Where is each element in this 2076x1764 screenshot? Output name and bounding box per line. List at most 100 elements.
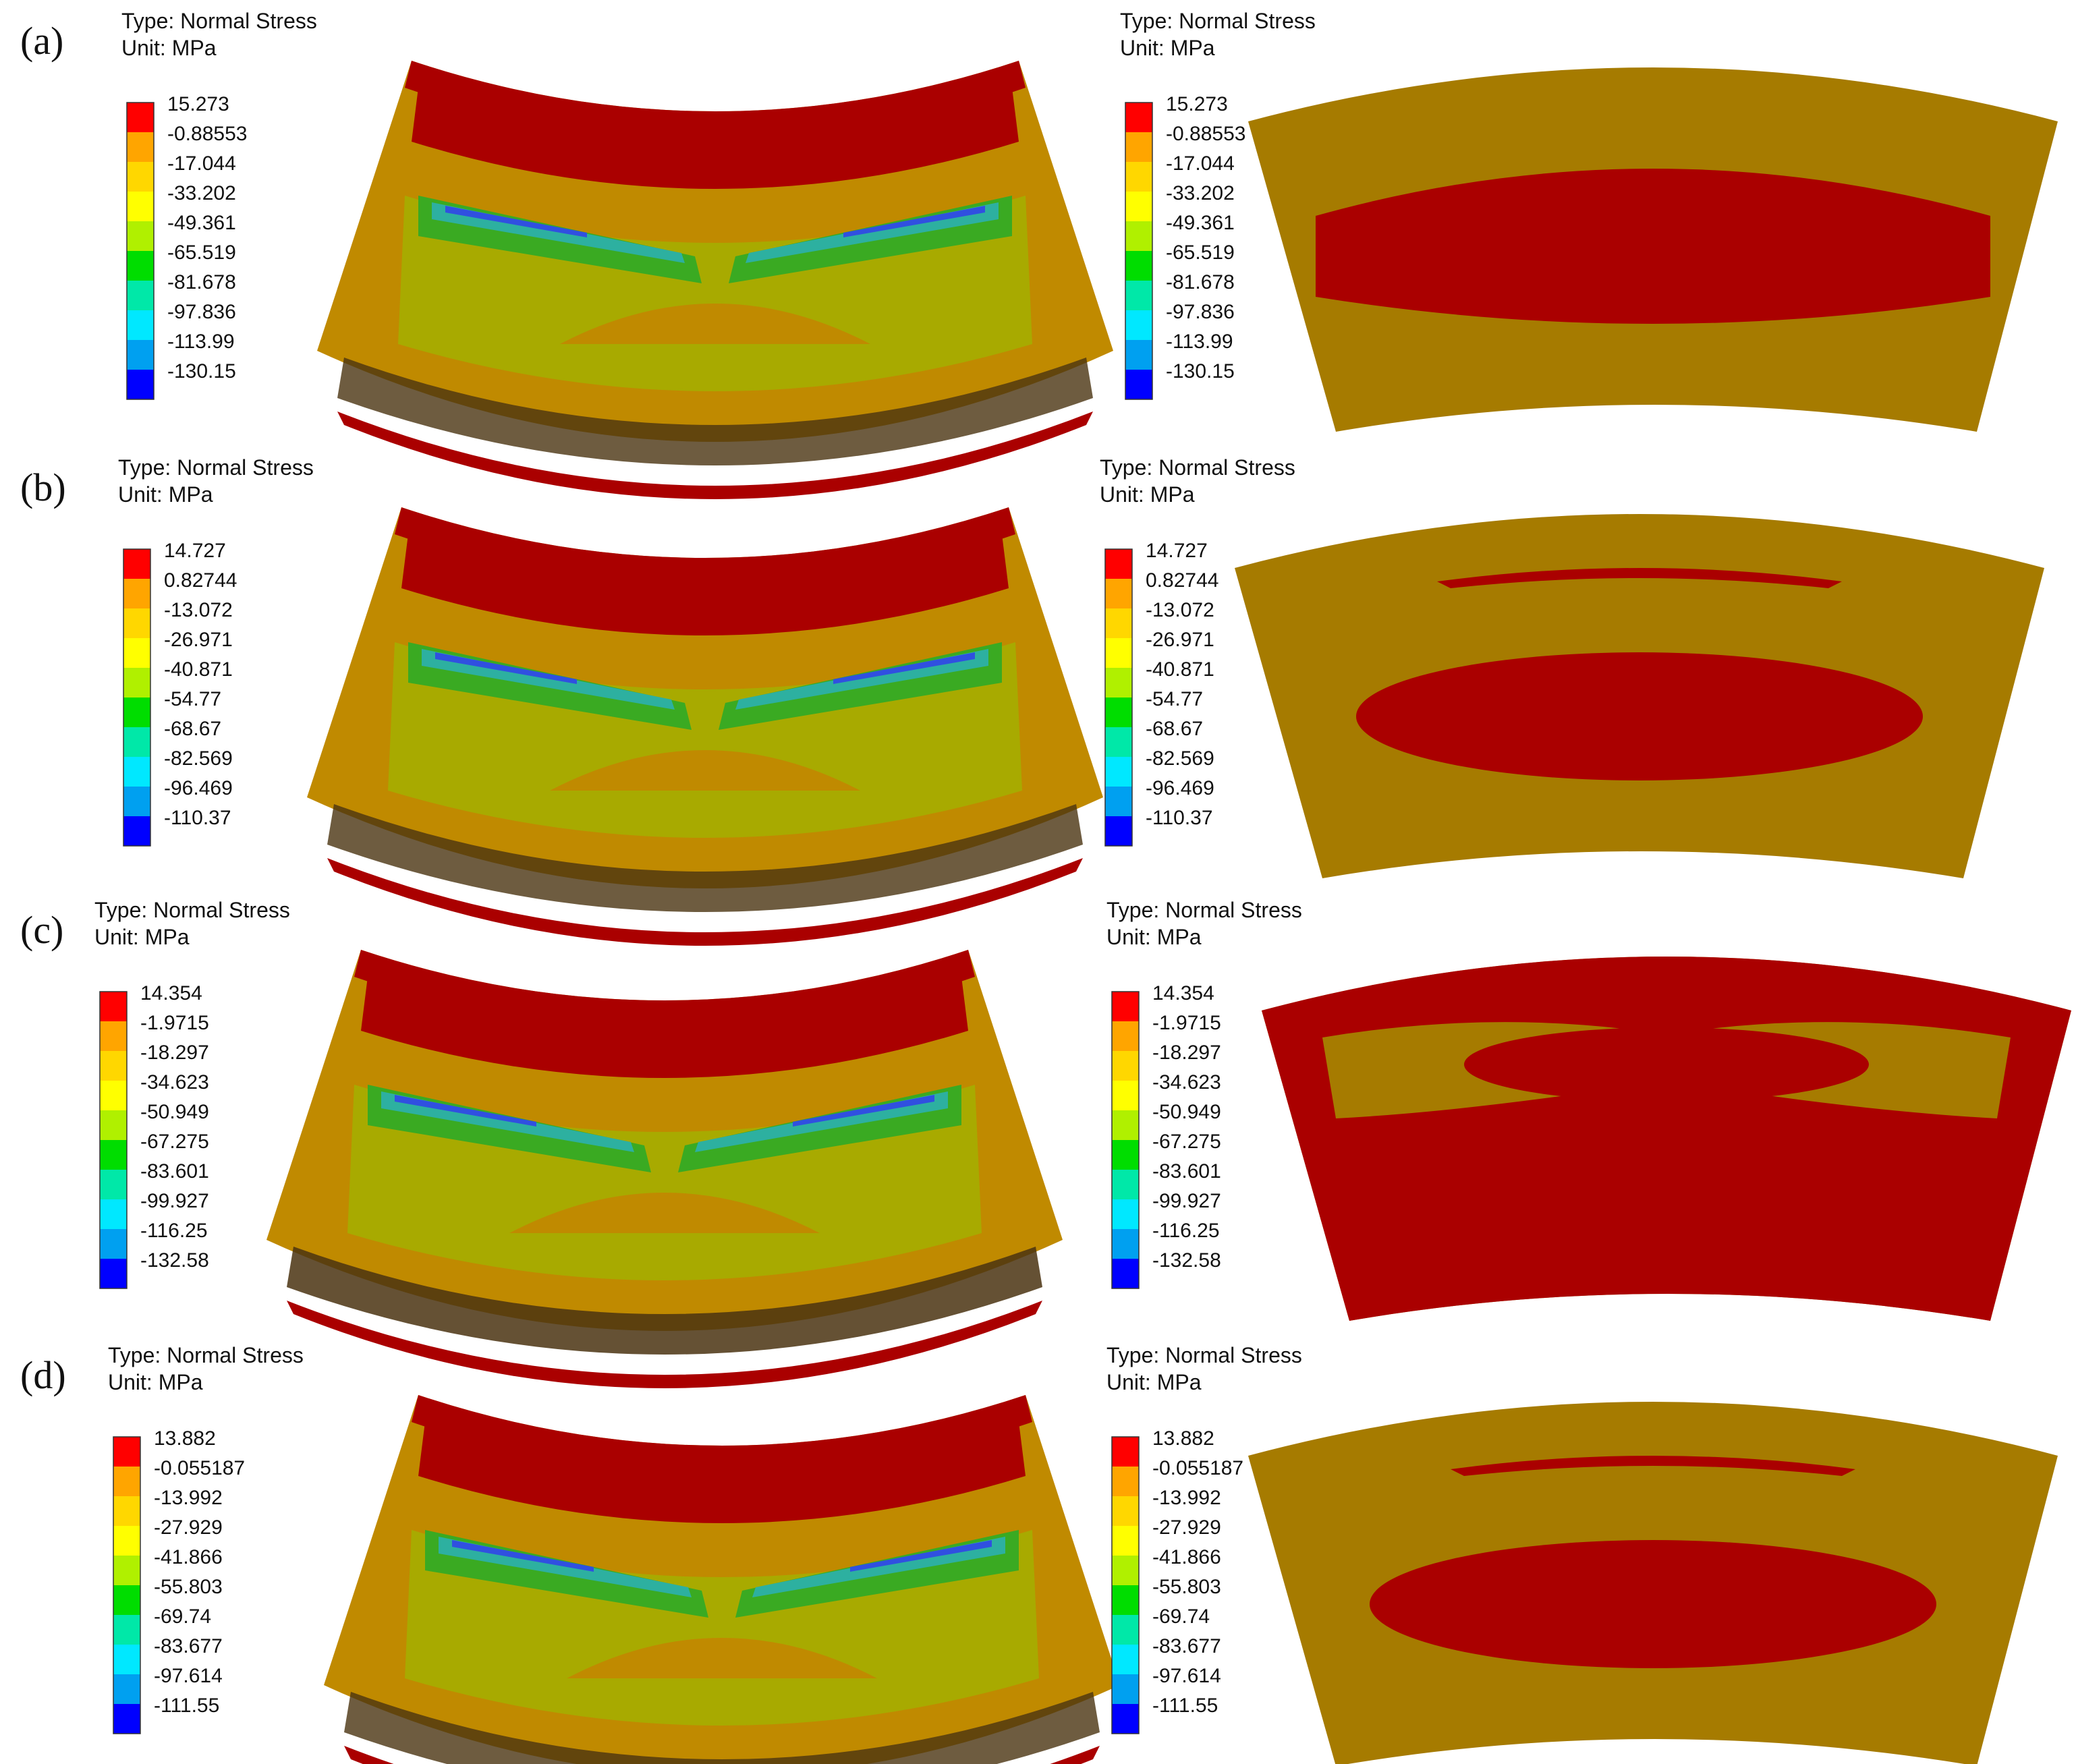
legend-color-swatch [1105,787,1132,816]
legend-colorbar-frame [126,102,155,400]
legend-tick-label: -1.9715 [140,1012,209,1034]
contour-orange-mound [550,750,860,791]
legend-type-text: Type: Normal Stress [1120,9,1316,33]
legend-tick-label: -27.929 [1152,1516,1221,1539]
legend-color-swatch [123,787,150,816]
legend-color-swatch [113,1674,140,1704]
legend-tick-label: -68.67 [164,718,221,740]
legend-color-swatch [1112,1051,1139,1081]
contour-blue-strip-left [435,652,577,684]
legend-tick-label: -116.25 [1152,1220,1220,1242]
legend-color-swatch [127,103,154,132]
legend-tick-label: -26.971 [164,629,233,651]
legend-tick-label: -97.614 [1152,1665,1221,1687]
legend-tick-label: 13.882 [154,1427,216,1450]
legend-type-text: Type: Normal Stress [1106,898,1302,922]
contour-blue-strip-left [452,1540,594,1572]
panel-label: (d) [20,1353,66,1397]
contour-blue-strip-right [843,206,985,237]
legend-tick-label: -65.519 [1166,241,1235,264]
left-stress-contour [324,1395,1120,1764]
legend-tick-label: -13.072 [164,599,233,621]
legend-color-swatch [1105,816,1132,846]
legend-tick-label: -55.803 [154,1576,223,1598]
legend-tick-label: -132.58 [1152,1249,1221,1272]
legend-color-swatch [100,1140,127,1170]
legend-unit-text: Unit: MPa [118,482,213,507]
legend-color-swatch [127,340,154,370]
contour-bottom-red-edge [337,411,1093,499]
legend-color-swatch [113,1526,140,1556]
legend-tick-label: -50.949 [1152,1101,1221,1123]
legend-colorbar-frame [1104,548,1133,847]
legend-unit-text: Unit: MPa [1100,482,1195,507]
legend-type-text: Type: Normal Stress [121,9,317,33]
legend-tick-label: -55.803 [1152,1576,1221,1598]
legend-color-swatch [123,668,150,698]
legend-tick-label: -111.55 [1152,1695,1218,1717]
legend-tick-label: -67.275 [140,1131,209,1153]
legend-unit-text: Unit: MPa [121,36,217,60]
legend-colorbar-frame [1125,102,1153,400]
legend-tick-label: -26.971 [1146,629,1214,651]
legend-color-swatch [1125,251,1152,281]
legend-tick-label: -50.949 [140,1101,209,1123]
legend-color-swatch [113,1467,140,1496]
legend-tick-label: -13.992 [1152,1487,1221,1509]
legend-tick-label: -82.569 [164,747,233,770]
legend-tick-label: -33.202 [167,182,236,204]
legend-colorbar-frame [123,548,151,847]
legend-tick-label: -130.15 [167,360,236,382]
legend-tick-label: -17.044 [167,152,236,175]
legend-tick-label: -110.37 [164,807,231,829]
legend-tick-label: -113.99 [167,331,235,353]
legend-tick-label: -18.297 [1152,1042,1221,1064]
legend-color-swatch [1112,1467,1139,1496]
legend-color-swatch [1105,638,1132,668]
legend-color-swatch [123,638,150,668]
contour-orange-mound [509,1193,820,1233]
legend-tick-label: -17.044 [1166,152,1235,175]
legend-color-swatch [1112,1437,1139,1467]
legend-color-swatch [100,1021,127,1051]
contour-red-region [1316,169,1990,324]
legend-tick-label: 15.273 [167,93,229,115]
legend-tick-label: -97.836 [1166,301,1235,323]
legend-tick-label: -0.055187 [1152,1457,1243,1479]
legend-color-swatch [1105,608,1132,638]
legend-color-swatch [100,1199,127,1229]
panel-d: (d) Type: Normal Stress Unit: MPa 13.882 -0.… [20,1343,2058,1764]
legend-tick-label: 0.82744 [164,569,237,592]
legend-color-swatch [1105,668,1132,698]
legend-color-swatch [1112,1615,1139,1645]
legend-color-swatch [1105,757,1132,787]
legend-color-swatch [100,1229,127,1259]
contour-red-band [418,1422,1026,1523]
legend-unit-text: Unit: MPa [94,925,190,949]
legend-color-swatch [1105,549,1132,579]
legend-tick-label: -83.677 [154,1635,223,1657]
panel-label: (c) [20,908,63,952]
legend-tick-label: -27.929 [154,1516,223,1539]
legend-type-text: Type: Normal Stress [1106,1343,1302,1367]
legend-color-swatch [127,192,154,221]
legend-tick-label: -81.678 [167,271,236,293]
legend-color-swatch [1112,1170,1139,1199]
legend-color-swatch [1125,162,1152,192]
legend-tick-label: -54.77 [1146,688,1203,710]
legend-tick-label: -13.072 [1146,599,1214,621]
legend-tick-label: -1.9715 [1152,1012,1221,1034]
contour-top-red-sliver [1437,568,1842,588]
legend-tick-label: -40.871 [164,658,233,681]
legend-tick-label: -33.202 [1166,182,1235,204]
legend-colorbar-frame [99,991,128,1289]
legend-tick-label: 0.82744 [1146,569,1218,592]
legend-color-swatch [1112,1110,1139,1140]
legend-color-swatch [113,1585,140,1615]
contour-dark-band [327,804,1083,912]
legend-color-swatch [100,1081,127,1110]
legend-color-swatch [113,1437,140,1467]
legend-tick-label: -132.58 [140,1249,209,1272]
